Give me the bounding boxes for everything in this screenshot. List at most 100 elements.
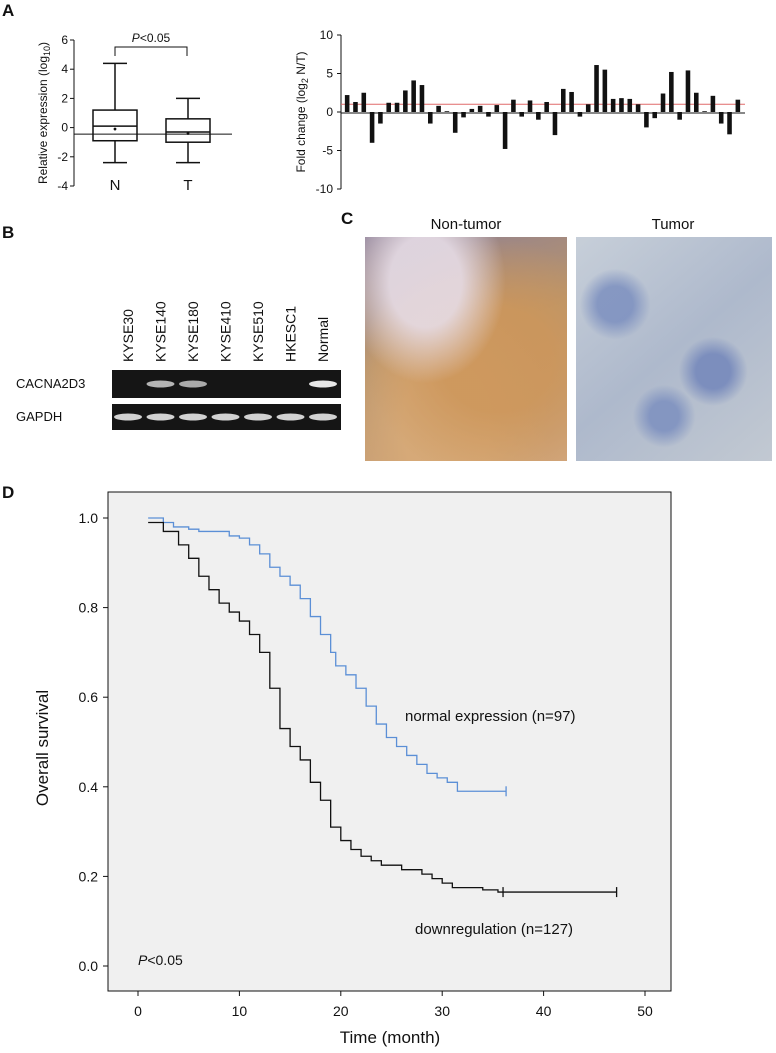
foldchange-panel: 10 5 0 -5 -10 Fold change (log2 N/T) [294,28,745,196]
survival-panel: 0.0 0.2 0.4 0.6 0.8 1.0 0 10 20 30 40 50 Time (mon… [33,491,672,1047]
boxplot-pvalue: P<0.05 [132,31,171,45]
foldchange-bar [353,101,358,112]
foldchange-bars [344,65,741,149]
foldchange-bar [444,111,450,112]
survival-x-tick-label: 10 [232,1003,248,1019]
panel-label-a: A [2,1,14,20]
blot-panel: KYSE30 KYSE140 KYSE180 KYSE410 KYSE510 HKESC1… [16,301,341,430]
survival-plot-area [107,491,672,992]
foldchange-bar [660,93,666,112]
survival-y-tick-label: 0.6 [79,689,99,705]
blot-band [114,413,142,421]
foldchange-bar [652,112,658,119]
foldchange-bar [577,112,583,117]
blot-lane-label: KYSE30 [120,309,136,362]
survival-x-ticks: 0 10 20 30 40 50 [134,991,653,1019]
ihc-title-tumor: Tumor [652,216,695,233]
ihc-title-non-tumor: Non-tumor [431,216,502,233]
boxplot-y-tick-label: 4 [61,62,68,76]
foldchange-bar [369,112,375,143]
panel-label-c: C [341,209,353,228]
blot-strip-cacna2d3 [112,370,341,398]
foldchange-bar [461,112,466,118]
foldchange-bar [569,91,574,112]
boxplot-y-tick-label: -2 [57,150,68,164]
foldchange-bar [602,69,608,112]
survival-y-tick-label: 1.0 [79,510,99,526]
boxplot-y-tick-label: 0 [61,121,68,135]
foldchange-bar [378,112,383,124]
foldchange-bar [477,105,483,112]
blot-band [211,413,240,421]
boxplot-category-n: N [110,177,121,194]
survival-y-ticks: 0.0 0.2 0.4 0.6 0.8 1.0 [79,510,108,974]
boxplot-y-label: Relative expression (log10) [36,42,52,184]
foldchange-bar [486,112,491,117]
foldchange-bar [344,95,350,112]
foldchange-bar [403,90,408,112]
survival-curve-normal [148,517,507,792]
blot-band [276,413,305,421]
foldchange-y-tick-label: -10 [316,182,334,196]
survival-y-tick-label: 0.0 [79,958,99,974]
boxplot-y-tick-label: 2 [61,91,68,105]
foldchange-y-tick-label: 0 [326,105,333,119]
foldchange-y-label: Fold change (log2 N/T) [294,51,310,172]
panel-label-b: B [2,223,14,242]
survival-y-tick-label: 0.4 [79,779,99,795]
foldchange-bar [710,95,716,112]
survival-curves [148,517,618,898]
blot-lane-label: KYSE140 [153,301,169,362]
boxplot-panel: 6 4 2 0 -2 -4 Relative expression (log10) P<0… [36,31,232,194]
survival-y-label: Overall survival [33,690,52,806]
foldchange-bar [685,70,691,112]
blot-band [146,380,175,388]
foldchange-bar [436,105,441,112]
foldchange-bar [627,98,633,112]
panel-label-d: D [2,483,14,502]
boxplot-y-tick-label: 6 [61,33,68,47]
blot-band [146,413,175,421]
foldchange-bar [419,85,425,112]
foldchange-bar [677,112,682,120]
ihc-image-tumor [576,237,772,461]
foldchange-bar [727,112,732,135]
foldchange-bar [735,99,741,112]
foldchange-bar [619,98,624,112]
survival-pvalue: P<0.05 [138,952,183,968]
survival-y-tick-label: 0.8 [79,600,99,616]
foldchange-y-tick-label: 5 [326,67,333,81]
ihc-image-non-tumor [365,237,567,461]
blot-lane-label: KYSE510 [250,301,266,362]
blot-band [309,380,337,388]
foldchange-y-tick-label: -5 [322,144,333,158]
blot-lane-labels: KYSE30 KYSE140 KYSE180 KYSE410 KYSE510 HKESC1… [120,301,331,362]
survival-x-tick-label: 50 [637,1003,653,1019]
blot-lane-label: KYSE410 [218,301,234,362]
box-iqr [165,118,211,143]
boxplot-y-tick-label: -4 [57,179,68,193]
foldchange-bar [511,99,516,112]
blot-lane-label: HKESC1 [283,306,299,362]
survival-y-tick-label: 0.2 [79,868,99,884]
survival-x-tick-label: 20 [333,1003,349,1019]
foldchange-bar [361,92,367,112]
foldchange-bar [594,65,599,112]
survival-curve-downregulation [148,521,617,893]
blot-row-label-gapdh: GAPDH [16,409,62,424]
foldchange-bar [552,112,558,136]
foldchange-bar [669,71,674,112]
foldchange-bar [411,80,416,112]
blot-row-label-cacna2d3: CACNA2D3 [16,376,85,391]
foldchange-bar [494,105,500,112]
foldchange-bar [702,111,707,112]
foldchange-bar [502,112,508,149]
blot-band [179,413,207,421]
foldchange-bar [585,104,591,112]
survival-x-tick-label: 30 [434,1003,450,1019]
foldchange-bar [718,112,724,124]
blot-band [309,413,337,421]
boxplot-y-ticks: 6 4 2 0 -2 -4 [57,33,74,193]
foldchange-bar [635,104,641,112]
